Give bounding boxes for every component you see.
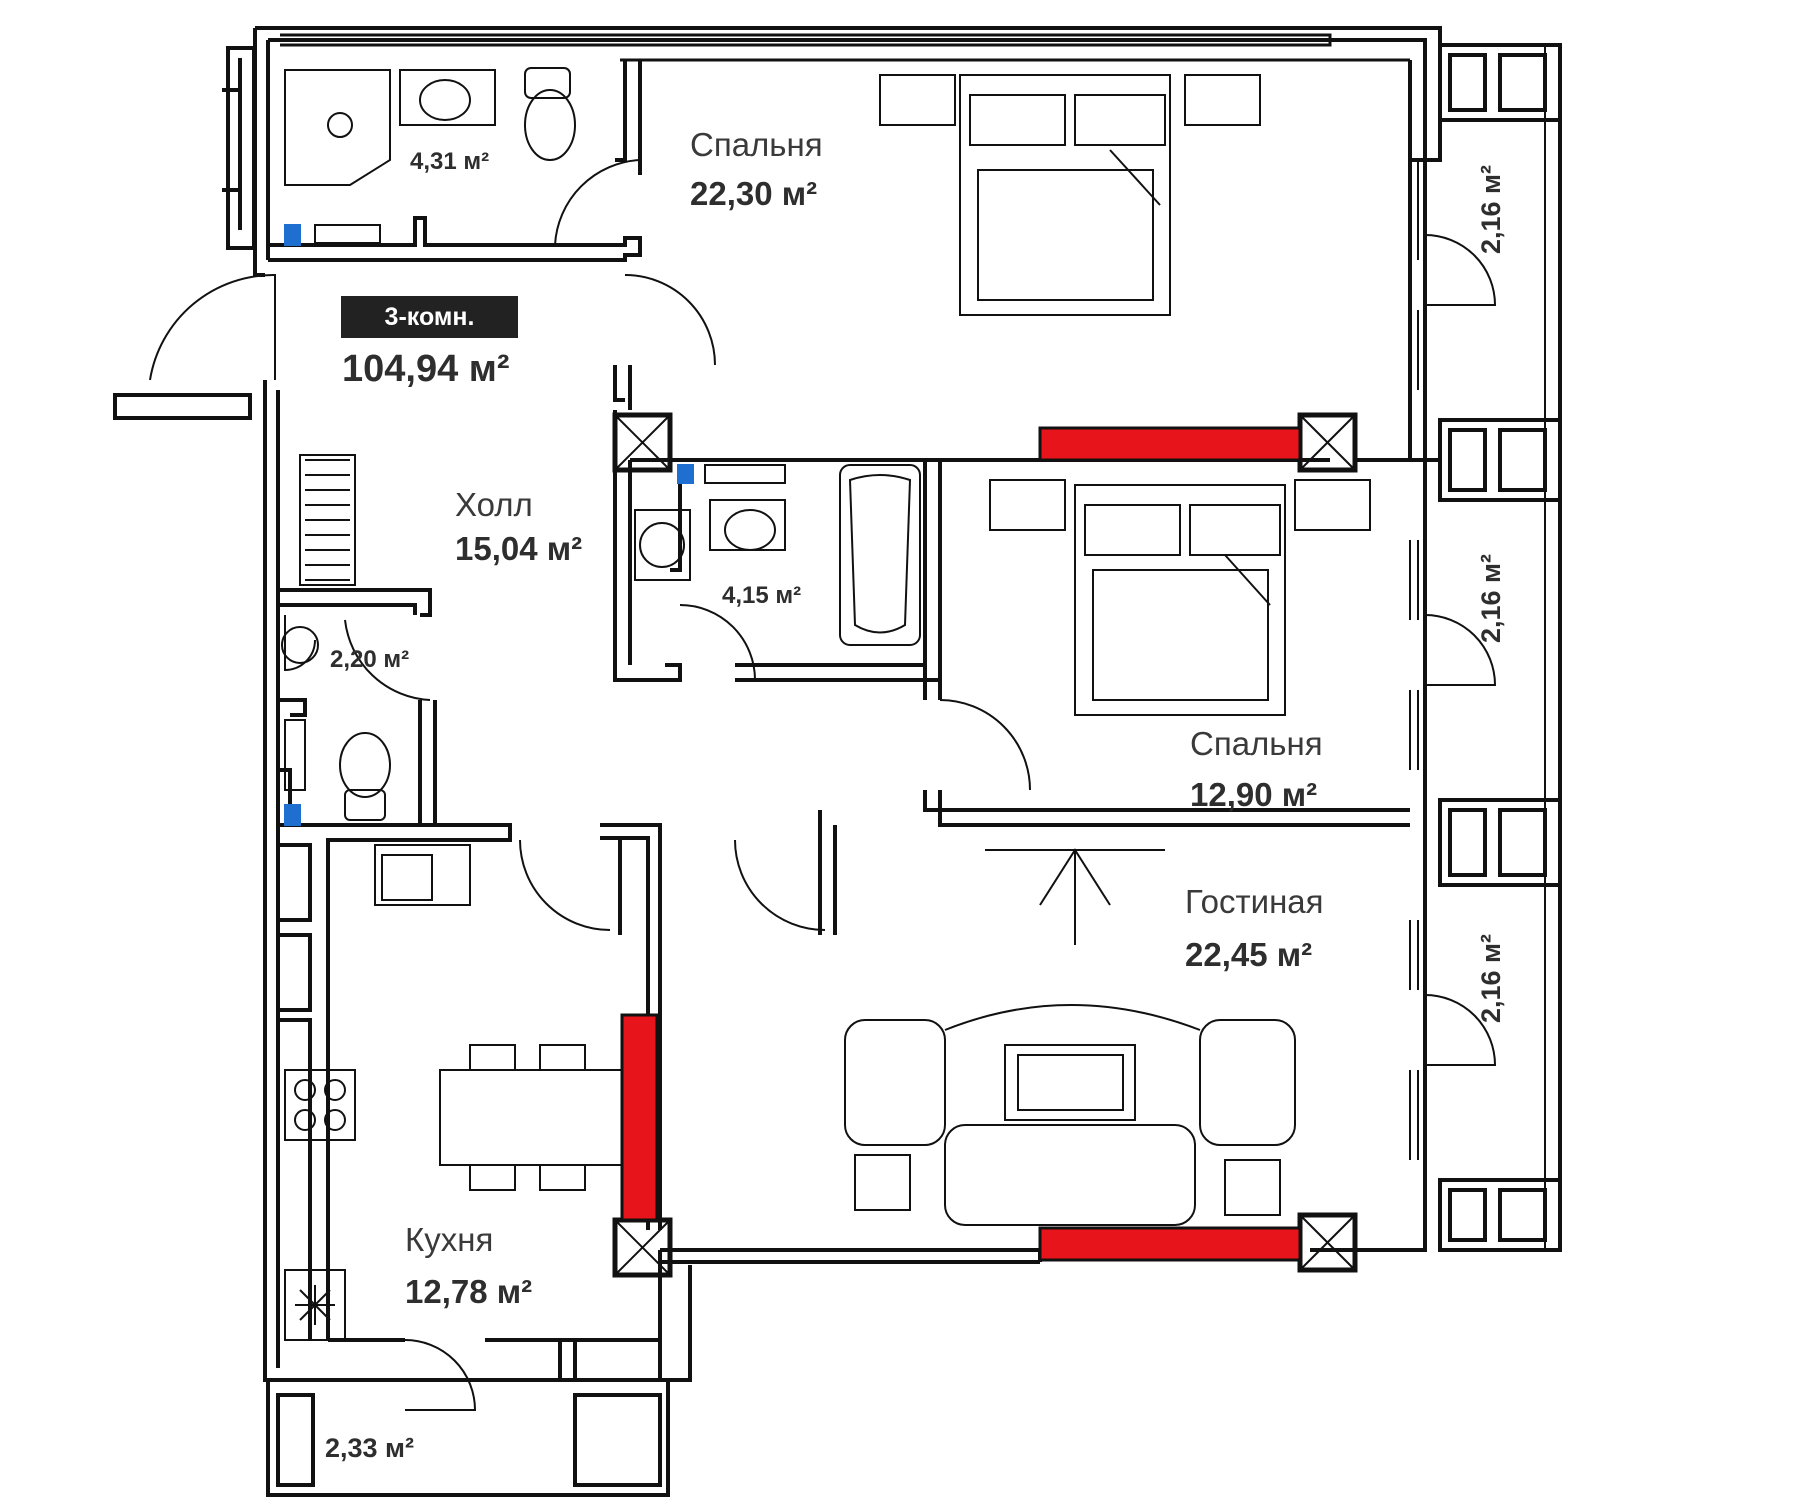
apartment-type-badge: 3-комн. [341,296,518,338]
living-area: 22,45 м² [1185,936,1313,973]
hall-area: 15,04 м² [455,530,583,567]
highlight-walls [620,426,1302,1262]
kitchen-name: Кухня [405,1221,494,1258]
bathroom-1-area: 4,31 м² [410,148,490,175]
bedroom-2-name: Спальня [1190,725,1323,762]
wc-fixtures [281,615,391,826]
kitchen-fixtures [284,844,626,1341]
door-swings [149,159,1031,931]
kitchen-area: 12,78 м² [405,1273,533,1310]
balcony-2-area: 2,16 м² [1476,553,1507,644]
total-area: 104,94 м² [342,348,510,390]
right-balconies [1409,43,1562,1252]
interior-walls [268,60,1410,1380]
bedroom-1-name: Спальня [690,126,823,163]
bedroom-2-area: 12,90 м² [1190,776,1318,813]
balcony-3-area: 2,16 м² [1476,933,1507,1024]
living-name: Гостиная [1185,883,1324,920]
bathroom-2-fixtures [634,464,921,646]
bottom-balcony [266,1339,670,1497]
shafts [612,412,1358,1278]
left-bump [113,46,256,420]
bedroom-1-area: 22,30 м² [690,175,818,212]
bedroom-1-bed [879,74,1261,316]
bathroom-1-fixtures [284,67,576,246]
outer-walls [253,26,1442,1382]
balcony-1-area: 2,16 м² [1476,164,1507,255]
wardrobe [299,454,356,586]
bathroom-2-area: 4,15 м² [722,582,802,609]
balcony-bottom-area: 2,33 м² [325,1433,415,1463]
bedroom-2-bed [989,479,1371,716]
hall-name: Холл [455,486,533,523]
living-furniture [844,848,1296,1226]
wc-area: 2,20 м² [330,646,410,673]
